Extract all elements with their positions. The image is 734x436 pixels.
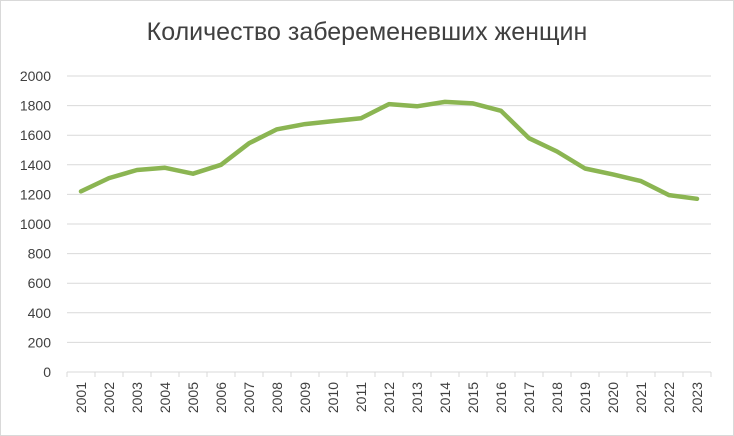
data-point (667, 193, 671, 197)
y-tick-label: 800 (28, 246, 52, 262)
data-point (107, 176, 111, 180)
y-tick-label: 0 (43, 364, 51, 380)
chart-title: Количество забеременевших женщин (146, 18, 588, 46)
y-tick-label: 1000 (20, 216, 51, 232)
data-point (527, 136, 531, 140)
x-axis-tick-labels: 2001 2002 2003 2004 2005 2006 2007 2008 2009 2010… (73, 382, 705, 413)
data-point (471, 101, 475, 105)
series-lines (78, 99, 700, 202)
data-point (611, 172, 615, 176)
x-tick-label: 2017 (521, 382, 537, 413)
data-point (695, 197, 699, 201)
y-tick-label: 1600 (20, 127, 51, 143)
x-tick-label: 2005 (185, 382, 201, 413)
data-point (275, 127, 279, 131)
x-tick-label: 2016 (493, 382, 509, 413)
x-tick-label: 2006 (213, 382, 229, 413)
data-point (639, 179, 643, 183)
data-point (443, 100, 447, 104)
y-tick-label: 2000 (20, 68, 51, 84)
x-tick-label: 2009 (297, 382, 313, 413)
x-tick-label: 2004 (157, 382, 173, 413)
x-tick-label: 2013 (409, 382, 425, 413)
y-tick-label: 200 (28, 334, 52, 350)
data-point (219, 163, 223, 167)
x-tick-label: 2023 (689, 382, 705, 413)
y-tick-label: 1800 (20, 98, 51, 114)
x-tick-label: 2015 (465, 382, 481, 413)
gridlines (66, 75, 712, 377)
x-tick-label: 2014 (437, 382, 453, 413)
data-point (499, 109, 503, 113)
x-tick-label: 2008 (269, 382, 285, 413)
x-tick-label: 2003 (129, 382, 145, 413)
data-point (303, 122, 307, 126)
x-tick-label: 2012 (381, 382, 397, 413)
data-point (359, 116, 363, 120)
data-point (331, 119, 335, 123)
data-point (415, 104, 419, 108)
x-tick-label: 2001 (73, 382, 89, 413)
data-point (79, 189, 83, 193)
y-tick-label: 400 (28, 305, 52, 321)
x-tick-label: 2011 (353, 382, 369, 412)
data-point (247, 141, 251, 145)
data-point (555, 149, 559, 153)
data-point (191, 172, 195, 176)
series-line (78, 99, 700, 202)
x-tick-label: 2002 (101, 382, 117, 413)
data-point (387, 102, 391, 106)
x-tick-label: 2020 (605, 382, 621, 413)
x-tick-label: 2007 (241, 382, 257, 413)
y-tick-label: 1400 (20, 157, 51, 173)
y-tick-label: 600 (28, 275, 52, 291)
x-tick-label: 2010 (325, 382, 341, 413)
x-tick-label: 2021 (633, 382, 649, 413)
x-tick-label: 2018 (549, 382, 565, 413)
x-tick-label: 2022 (661, 382, 677, 413)
x-tick-label: 2019 (577, 382, 593, 413)
data-point (583, 167, 587, 170)
data-point (135, 168, 139, 172)
y-tick-label: 1200 (20, 186, 51, 202)
data-point (163, 166, 167, 170)
y-axis-tick-labels: 0 200 400 600 800 1000 1200 1400 1600 1800 2000 (20, 68, 51, 380)
